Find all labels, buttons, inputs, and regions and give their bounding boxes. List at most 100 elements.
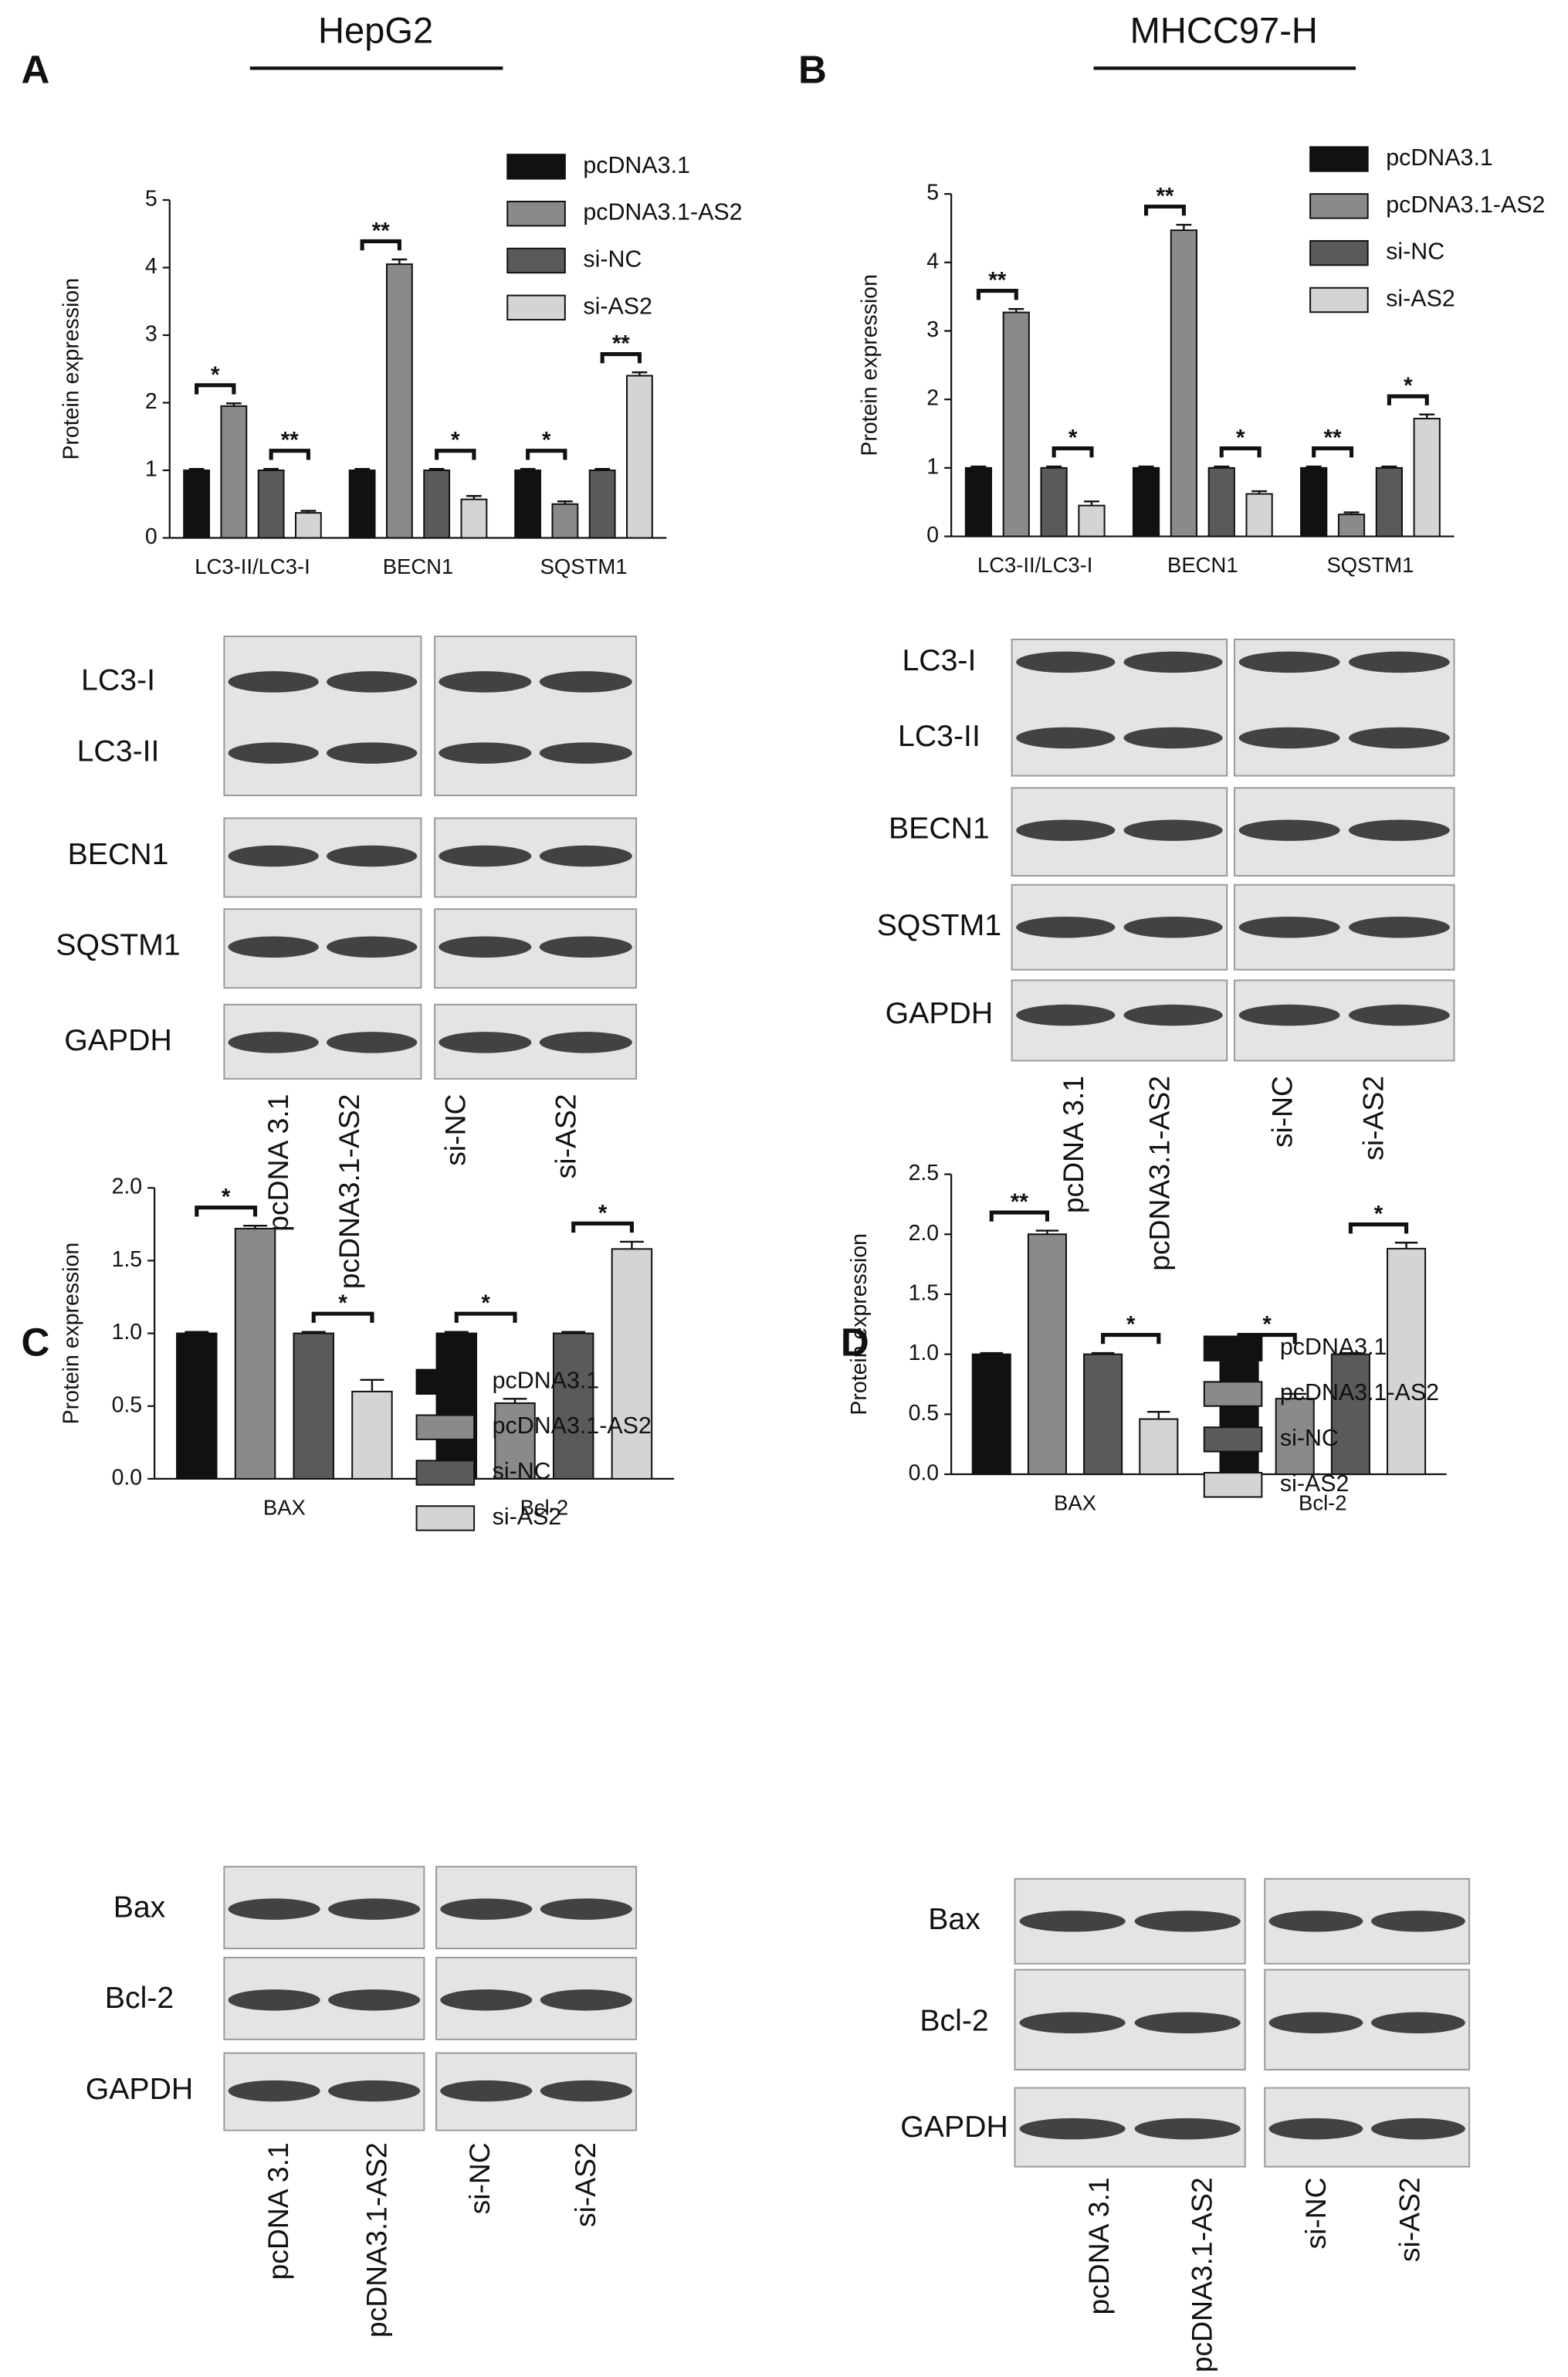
y-tick-label: 1.5 (909, 1280, 940, 1305)
legend-swatch (1309, 193, 1369, 219)
blot-label: GAPDH (886, 996, 994, 1030)
blot-band (1238, 727, 1340, 749)
y-tick-label: 4 (926, 249, 939, 273)
blot-band (328, 2080, 421, 2102)
legend-label: pcDNA3.1-AS2 (493, 1412, 652, 1439)
lane-label: pcDNA3.1-AS2 (1143, 1076, 1176, 1271)
legend-swatch (506, 200, 566, 227)
bar (1139, 1418, 1179, 1476)
significance-label: ** (281, 428, 299, 453)
significance-bracket (269, 449, 310, 460)
legend-swatch (1203, 1426, 1263, 1453)
blot-band (228, 1032, 319, 1053)
blot-band (1016, 819, 1116, 841)
bar (1002, 311, 1030, 537)
significance-bracket (1143, 204, 1186, 216)
error-bar (503, 1398, 527, 1403)
blot-band (327, 742, 418, 764)
bar (1330, 1353, 1370, 1476)
blot-band (539, 671, 632, 693)
significance-bracket (526, 449, 567, 460)
blot-band (1268, 2118, 1363, 2140)
blot-band (327, 1032, 418, 1053)
legend-swatch (506, 154, 566, 180)
bar (385, 263, 413, 539)
significance-label: ** (988, 268, 1006, 293)
blot-band (327, 845, 418, 867)
panel-letter: C (21, 1321, 49, 1365)
blot-label: GAPDH (900, 2110, 1008, 2144)
blot-band (1123, 651, 1223, 673)
lane-label: pcDNA3.1-AS2 (1186, 2177, 1218, 2372)
y-tick-label: 0 (145, 524, 157, 549)
bar (348, 470, 376, 539)
panel-letter: B (798, 48, 827, 92)
bar (1207, 466, 1235, 537)
bar (1040, 466, 1068, 537)
error-bar (1306, 465, 1322, 468)
blot-band (1134, 2118, 1241, 2140)
y-tick-label: 0.5 (112, 1392, 143, 1417)
blot-band (1123, 917, 1223, 938)
legend-swatch (1309, 287, 1369, 314)
bar (1170, 229, 1198, 537)
blot-label: Bcl-2 (105, 1981, 174, 2015)
y-tick-label: 1 (926, 454, 939, 479)
blot-band (1123, 727, 1223, 749)
legend-swatch (1203, 1472, 1263, 1498)
error-bar (188, 468, 205, 471)
error-bar (1008, 307, 1024, 313)
legend-label: si-NC (493, 1458, 551, 1484)
blot-band (1348, 1004, 1450, 1026)
lane-label: pcDNA 3.1 (262, 1094, 294, 1232)
significance-label: * (1262, 1312, 1272, 1338)
blot-band (439, 936, 532, 958)
error-bar (1147, 1411, 1170, 1419)
blot-band (540, 2080, 632, 2102)
blot-band (1238, 819, 1340, 841)
error-bar (1091, 1351, 1115, 1355)
error-bar (360, 1378, 384, 1392)
y-tick-label: 1 (145, 457, 157, 482)
bar (1132, 466, 1160, 537)
significance-bracket (1052, 446, 1094, 458)
error-bar (980, 1351, 1003, 1355)
legend-label: si-AS2 (1280, 1470, 1350, 1497)
significance-bracket (311, 1311, 374, 1323)
significance-label: ** (1324, 426, 1342, 451)
bar (1275, 1398, 1315, 1476)
y-tick-label: 1.0 (112, 1320, 143, 1344)
blot-label: SQSTM1 (877, 908, 1001, 942)
x-tick-label: BAX (263, 1495, 306, 1519)
y-tick-label: 5 (926, 181, 939, 205)
blot-label: SQSTM1 (56, 928, 180, 962)
legend-swatch (1309, 239, 1369, 266)
significance-label: * (1126, 1312, 1136, 1338)
error-bar (354, 468, 370, 471)
significance-label: ** (1157, 184, 1174, 209)
y-tick-label: 5 (145, 186, 157, 211)
legend-label: pcDNA3.1-AS2 (1280, 1379, 1439, 1406)
blot-band (1371, 2118, 1465, 2140)
y-axis-label: Protein expression (59, 1243, 84, 1425)
x-tick-label: BECN1 (1167, 553, 1238, 577)
bar (257, 470, 285, 539)
bar (514, 470, 542, 539)
blot-band (1019, 1911, 1126, 1932)
y-tick-label: 3 (926, 317, 939, 342)
blot-band (1238, 917, 1340, 938)
significance-label: * (451, 428, 460, 453)
y-tick-label: 0.5 (909, 1401, 940, 1426)
significance-bracket (195, 1205, 258, 1217)
y-tick-label: 1.0 (909, 1341, 940, 1365)
bar (1083, 1353, 1123, 1476)
lane-label: si-NC (1299, 2177, 1332, 2249)
significance-bracket (1101, 1332, 1161, 1344)
blot-label: LC3-I (902, 643, 976, 677)
bar (552, 1332, 594, 1480)
lane-label: pcDNA 3.1 (1057, 1076, 1089, 1213)
blot-band (1348, 819, 1450, 841)
y-axis-label: Protein expression (847, 1233, 872, 1416)
bar (588, 470, 616, 539)
significance-label: * (338, 1290, 347, 1316)
